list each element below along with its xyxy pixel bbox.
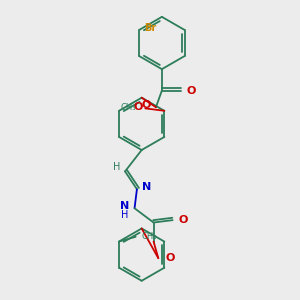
Text: O: O [166,253,175,263]
Text: Br: Br [144,22,156,32]
Text: CH₃: CH₃ [142,232,157,241]
Text: O: O [142,100,151,110]
Text: O: O [187,85,196,96]
Text: H: H [113,162,120,172]
Text: H: H [121,210,129,220]
Text: N: N [142,182,151,192]
Text: CH₃: CH₃ [121,103,136,112]
Text: N: N [120,201,130,211]
Text: O: O [134,102,143,112]
Text: O: O [178,215,188,225]
